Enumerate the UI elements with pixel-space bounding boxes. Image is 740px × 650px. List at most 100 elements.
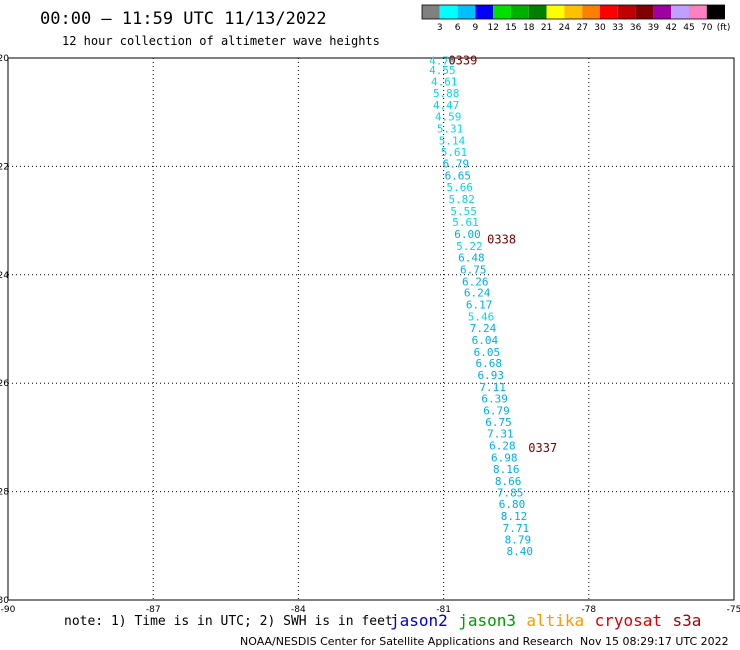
scale-swatch — [653, 5, 672, 19]
y-tick-label: -26 — [0, 379, 9, 389]
scale-frame — [421, 4, 726, 20]
wave-height-value: 5.88 — [433, 87, 460, 100]
satellite-legend-entry: jason3 — [458, 611, 516, 630]
scale-label: 15 — [505, 23, 516, 33]
y-tick-label: -28 — [0, 488, 9, 498]
wave-height-value: 6.80 — [499, 498, 526, 511]
x-tick-label: -87 — [146, 605, 161, 615]
scale-swatch — [689, 5, 707, 19]
y-tick-label: -22 — [0, 162, 9, 172]
wave-height-value: 8.40 — [507, 545, 534, 558]
chart-title: 00:00 — 11:59 UTC 11/13/2022 — [40, 9, 327, 29]
scale-label: 3 — [437, 23, 443, 33]
satellite-legend-entry: s3a — [673, 611, 702, 630]
wave-height-value: 6.75 — [460, 263, 487, 276]
wave-height-value: 6.04 — [472, 334, 499, 347]
scale-unit: (ft) — [717, 23, 731, 33]
wave-height-value: 4.47 — [433, 99, 460, 112]
scale-swatch — [439, 5, 458, 19]
wave-height-value: 5.55 — [450, 205, 477, 218]
plot-frame — [7, 57, 735, 601]
scale-label: 30 — [594, 23, 606, 33]
wave-height-value: 7.71 — [503, 522, 530, 535]
chart-subtitle: 12 hour collection of altimeter wave hei… — [62, 34, 380, 48]
footnote: note: 1) Time is in UTC; 2) SWH is in fe… — [64, 614, 393, 629]
satellite-legend-entry: altika — [526, 611, 584, 630]
scale-label: 27 — [576, 23, 587, 33]
scale-label: 70 — [701, 23, 713, 33]
wave-height-value: 8.12 — [501, 510, 528, 523]
scale-label: 45 — [683, 23, 694, 33]
wave-height-value: 6.00 — [454, 228, 481, 241]
scale-swatch — [493, 5, 511, 19]
scale-swatch — [617, 5, 636, 19]
wave-height-value: 5.31 — [437, 122, 464, 135]
wave-height-value: 6.79 — [483, 404, 510, 417]
scale-swatch — [528, 5, 547, 19]
y-axis-ticks: -20 -22 -24 -26 -28 -30 — [0, 54, 9, 606]
wave-height-value: 5.61 — [452, 216, 479, 229]
wave-height-value: 7.24 — [470, 322, 497, 335]
scale-label: 24 — [559, 23, 571, 33]
pass-number-label: 0338 — [487, 233, 516, 247]
wave-height-value: 6.68 — [476, 357, 503, 370]
wave-height-value: 4.59 — [435, 111, 462, 124]
wave-height-value: 8.16 — [493, 463, 520, 476]
color-scale-legend: 3 6 9 12 15 18 21 24 27 30 33 36 39 42 45 70 (ft) — [421, 4, 731, 33]
scale-label: 39 — [648, 23, 660, 33]
scale-label: 12 — [487, 23, 498, 33]
scale-swatch — [706, 5, 725, 19]
scale-label: 36 — [630, 23, 642, 33]
scale-swatch — [600, 5, 618, 19]
scale-swatch — [457, 5, 476, 19]
credit-text: NOAA/NESDIS Center for Satellite Applica… — [240, 635, 573, 648]
wave-height-value: 4.79 — [429, 55, 456, 68]
wave-height-value: 6.65 — [445, 170, 472, 183]
wave-height-value: 8.66 — [495, 475, 522, 488]
wave-height-value: 7.11 — [479, 381, 506, 394]
x-tick-label: -81 — [436, 605, 451, 615]
scale-swatch — [582, 5, 600, 19]
wave-height-value: 6.05 — [474, 346, 501, 359]
scale-label: 42 — [665, 23, 676, 33]
timestamp-text: Nov 15 08:29:17 UTC 2022 — [580, 635, 729, 648]
pass-number-label: 0339 — [448, 54, 477, 68]
scale-swatch — [564, 5, 583, 19]
x-tick-label: -84 — [291, 605, 306, 615]
scale-swatch — [475, 5, 494, 19]
wave-height-value: 5.61 — [441, 146, 468, 159]
x-tick-label: -90 — [1, 605, 16, 615]
scale-label: 21 — [541, 23, 552, 33]
wave-height-points: 4.794.554.615.884.474.595.315.145.616.79… — [429, 55, 533, 559]
y-tick-label: -30 — [0, 596, 9, 606]
wave-height-value: 6.28 — [489, 440, 516, 453]
wave-height-value: 5.82 — [448, 193, 475, 206]
wave-height-value: 6.98 — [491, 451, 517, 464]
scale-label: 9 — [473, 23, 479, 33]
wave-height-value: 6.75 — [485, 416, 512, 429]
wave-height-value: 8.79 — [505, 533, 531, 546]
wave-height-value: 5.22 — [456, 240, 483, 253]
wave-height-value: 6.39 — [481, 392, 508, 405]
satellite-legend-entry: jason2 — [390, 611, 448, 630]
x-tick-label: -75 — [727, 605, 740, 615]
y-tick-label: -20 — [0, 54, 9, 64]
wave-height-value: 6.26 — [462, 275, 489, 288]
scale-label: 6 — [455, 23, 461, 33]
wave-height-value: 4.55 — [429, 64, 456, 77]
scale-swatch — [635, 5, 654, 19]
scale-swatch — [671, 5, 689, 19]
wave-height-value: 4.61 — [431, 75, 458, 88]
x-axis-ticks: -90 -87 -84 -81 -78 -75 — [1, 605, 740, 615]
wave-height-value: 6.24 — [464, 287, 491, 300]
grid-lines — [8, 58, 734, 600]
wave-height-value: 6.17 — [466, 299, 493, 312]
plot-area: -90 -87 -84 -81 -78 -75 -20 -22 -24 -26 -28 -30 4.… — [0, 54, 740, 615]
wave-height-value: 5.66 — [447, 181, 474, 194]
wave-height-value: 5.46 — [468, 311, 495, 324]
scale-swatch — [422, 5, 440, 19]
wave-height-value: 7.31 — [487, 428, 514, 441]
scale-label: 33 — [612, 23, 623, 33]
wave-height-value: 7.85 — [497, 487, 523, 500]
